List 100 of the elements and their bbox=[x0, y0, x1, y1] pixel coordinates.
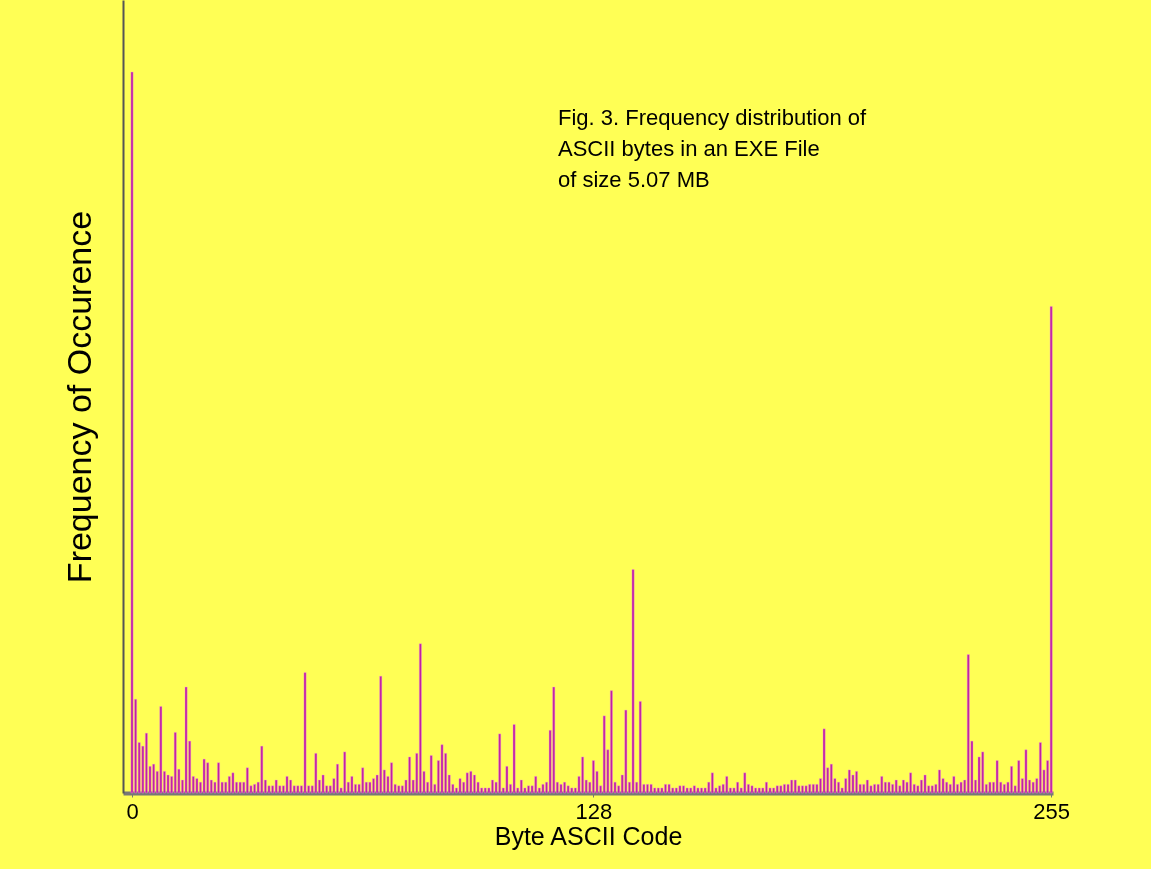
bar bbox=[811, 784, 815, 794]
bar bbox=[1031, 781, 1035, 794]
bar bbox=[206, 762, 210, 794]
bar bbox=[581, 756, 584, 794]
x-tick-label: 128 bbox=[575, 798, 613, 824]
bar bbox=[678, 785, 682, 794]
bar bbox=[736, 781, 739, 794]
bar bbox=[552, 686, 556, 794]
bar bbox=[718, 785, 721, 794]
bar bbox=[372, 778, 375, 794]
bar bbox=[894, 779, 898, 794]
bar bbox=[646, 784, 649, 794]
bar bbox=[379, 676, 383, 794]
bar bbox=[693, 785, 696, 794]
bar bbox=[152, 763, 155, 794]
bar bbox=[1003, 784, 1006, 794]
bar bbox=[649, 784, 653, 794]
bar bbox=[754, 787, 757, 794]
bar bbox=[765, 781, 768, 794]
bar bbox=[923, 774, 927, 794]
bar bbox=[822, 728, 826, 794]
bar bbox=[429, 755, 433, 794]
bar bbox=[534, 776, 538, 794]
bar bbox=[909, 772, 912, 794]
bar bbox=[343, 751, 346, 794]
bar bbox=[260, 745, 264, 794]
bar bbox=[779, 785, 783, 794]
bar bbox=[390, 762, 393, 794]
bar bbox=[959, 781, 963, 794]
bar bbox=[350, 776, 354, 794]
bar bbox=[202, 758, 206, 794]
bar bbox=[801, 785, 804, 794]
bar bbox=[1039, 742, 1042, 794]
bar bbox=[671, 787, 675, 794]
bar bbox=[145, 732, 148, 794]
bar bbox=[988, 781, 992, 794]
bar bbox=[902, 779, 905, 794]
x-tick-label: 0 bbox=[126, 798, 139, 824]
bar bbox=[238, 781, 242, 794]
bar bbox=[667, 784, 671, 794]
bar bbox=[1024, 749, 1028, 794]
bar bbox=[473, 774, 476, 794]
bar bbox=[682, 785, 685, 794]
bar bbox=[231, 772, 235, 794]
bar bbox=[830, 763, 833, 794]
bar bbox=[804, 785, 808, 794]
bar bbox=[527, 785, 530, 794]
bar bbox=[570, 787, 574, 794]
x-axis-title: Byte ASCII Code bbox=[494, 821, 683, 850]
bar bbox=[296, 785, 300, 794]
bar bbox=[837, 781, 840, 794]
bar bbox=[725, 776, 729, 794]
bar bbox=[498, 733, 501, 794]
bar bbox=[1049, 306, 1053, 794]
bar bbox=[228, 776, 231, 794]
bar bbox=[285, 776, 289, 794]
bar bbox=[689, 787, 693, 794]
bar bbox=[995, 760, 999, 794]
bar bbox=[483, 787, 487, 794]
bar bbox=[945, 781, 948, 794]
bar bbox=[664, 784, 667, 794]
bar bbox=[793, 779, 797, 794]
bar bbox=[217, 762, 220, 794]
x-tick-label: 255 bbox=[1033, 798, 1071, 824]
bar bbox=[981, 751, 985, 794]
text: Fig. 3. Frequency distribution of bbox=[558, 105, 867, 130]
bar bbox=[566, 785, 570, 794]
bar bbox=[696, 787, 700, 794]
bar bbox=[866, 779, 869, 794]
bar bbox=[783, 784, 786, 794]
bar bbox=[520, 779, 523, 794]
bar bbox=[253, 784, 256, 794]
bar bbox=[505, 766, 509, 794]
bar bbox=[930, 785, 934, 794]
bar bbox=[855, 771, 858, 794]
bar bbox=[166, 774, 170, 794]
bar bbox=[559, 784, 563, 794]
bar bbox=[274, 779, 278, 794]
y-axis-title: Frequency of Occurence bbox=[59, 210, 98, 584]
bar bbox=[653, 787, 656, 794]
bar bbox=[772, 787, 775, 794]
bar bbox=[700, 787, 703, 794]
bar bbox=[656, 787, 660, 794]
bar bbox=[757, 787, 761, 794]
bar bbox=[159, 706, 163, 794]
bar bbox=[246, 767, 249, 794]
bar bbox=[711, 772, 714, 794]
bar bbox=[848, 769, 851, 794]
bar bbox=[314, 753, 318, 794]
bar bbox=[952, 776, 956, 794]
bar bbox=[887, 781, 891, 794]
bar bbox=[1010, 766, 1013, 794]
bar bbox=[184, 686, 188, 794]
bar bbox=[808, 784, 811, 794]
bar bbox=[195, 778, 199, 794]
bar bbox=[592, 760, 595, 794]
bar bbox=[368, 781, 372, 794]
bar bbox=[130, 71, 134, 794]
bar bbox=[458, 778, 462, 794]
bar bbox=[303, 672, 307, 794]
